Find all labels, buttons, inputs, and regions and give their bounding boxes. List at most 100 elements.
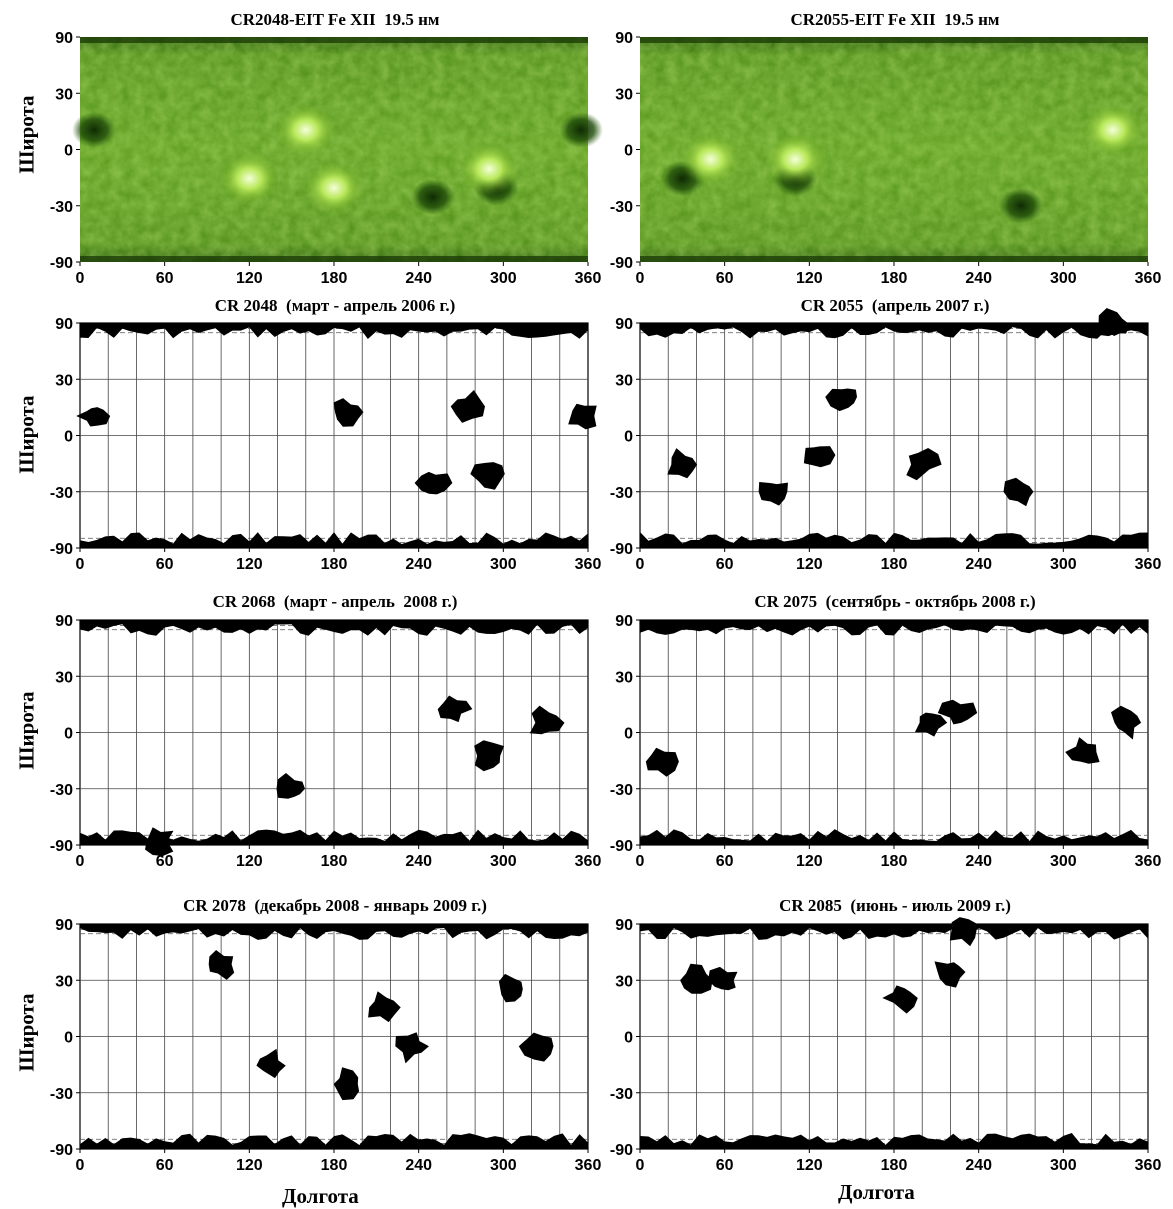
coronal-hole bbox=[208, 950, 235, 980]
y-tick-label: 90 bbox=[615, 30, 633, 47]
north-polar-hole bbox=[640, 323, 1148, 339]
x-tick-label: 240 bbox=[405, 1157, 432, 1174]
x-tick-label: 0 bbox=[76, 270, 85, 287]
bright-region bbox=[680, 133, 741, 186]
x-tick-label: 240 bbox=[965, 853, 992, 870]
y-tick-label: -30 bbox=[610, 199, 633, 216]
y-tick-label: -90 bbox=[50, 541, 73, 558]
coronal-hole bbox=[758, 482, 788, 506]
y-tick-label: 90 bbox=[615, 613, 633, 630]
x-tick-label: 180 bbox=[321, 270, 348, 287]
coronal-hole bbox=[470, 462, 505, 490]
coronal-hole bbox=[680, 963, 713, 994]
y-tick-label: -30 bbox=[50, 1086, 73, 1103]
coronal-hole bbox=[437, 695, 473, 723]
dark-region bbox=[999, 187, 1043, 224]
coronal-hole bbox=[667, 448, 698, 479]
x-tick-label: 0 bbox=[636, 556, 645, 573]
y-tick-label: 30 bbox=[615, 973, 633, 990]
y-tick-label: -30 bbox=[50, 782, 73, 799]
x-tick-label: 240 bbox=[405, 270, 432, 287]
bright-region bbox=[1082, 103, 1143, 156]
south-polar-hole bbox=[80, 829, 588, 845]
y-tick-label: 30 bbox=[615, 86, 633, 103]
y-tick-label: 0 bbox=[64, 429, 73, 446]
x-tick-label: 60 bbox=[716, 556, 734, 573]
panel-title: CR 2078 (декабрь 2008 - январь 2009 г.) bbox=[183, 896, 487, 915]
dark-region bbox=[72, 111, 117, 148]
coronal-hole bbox=[825, 388, 857, 412]
x-tick-label: 120 bbox=[236, 270, 263, 287]
x-tick-label: 360 bbox=[575, 1157, 602, 1174]
y-tick-label: 30 bbox=[55, 973, 73, 990]
dark-region bbox=[410, 179, 455, 216]
south-polar-hole bbox=[80, 1133, 588, 1149]
x-tick-label: 180 bbox=[881, 270, 908, 287]
panel-title: CR 2048 (март - апрель 2006 г.) bbox=[214, 296, 456, 315]
coronal-hole bbox=[708, 966, 738, 991]
x-tick-label: 180 bbox=[881, 556, 908, 573]
y-tick-label: 90 bbox=[615, 316, 633, 333]
coronal-hole bbox=[368, 991, 401, 1023]
x-axis-label: Долгота bbox=[838, 1180, 915, 1204]
coronal-hole bbox=[145, 827, 174, 856]
coronal-hole bbox=[1065, 737, 1100, 764]
x-tick-label: 300 bbox=[490, 556, 517, 573]
y-tick-label: 30 bbox=[615, 669, 633, 686]
x-tick-label: 300 bbox=[490, 853, 517, 870]
x-tick-label: 300 bbox=[1050, 270, 1077, 287]
y-tick-label: 0 bbox=[624, 429, 633, 446]
north-polar-hole bbox=[80, 924, 588, 940]
coronal-hole bbox=[529, 705, 565, 735]
y-tick-label: 0 bbox=[64, 143, 73, 160]
bright-region bbox=[275, 103, 336, 156]
y-tick-label: 0 bbox=[64, 1030, 73, 1047]
north-polar-band bbox=[80, 37, 588, 43]
coronal-hole bbox=[276, 773, 305, 799]
x-tick-label: 120 bbox=[236, 853, 263, 870]
x-tick-label: 240 bbox=[405, 853, 432, 870]
x-tick-label: 60 bbox=[156, 853, 174, 870]
coronal-hole bbox=[333, 398, 364, 427]
x-tick-label: 120 bbox=[796, 556, 823, 573]
north-polar-hole bbox=[80, 620, 588, 636]
south-polar-band bbox=[640, 256, 1148, 262]
y-tick-label: -30 bbox=[610, 485, 633, 502]
x-tick-label: 300 bbox=[1050, 556, 1077, 573]
y-tick-label: 0 bbox=[64, 726, 73, 743]
coronal-hole bbox=[568, 403, 597, 430]
y-tick-label: 90 bbox=[55, 613, 73, 630]
y-tick-label: 90 bbox=[55, 917, 73, 934]
euv-map-texture bbox=[80, 37, 588, 262]
x-tick-label: 120 bbox=[796, 270, 823, 287]
coronal-hole bbox=[450, 390, 485, 423]
x-tick-label: 300 bbox=[490, 270, 517, 287]
coronal-hole bbox=[395, 1032, 429, 1064]
south-polar-hole bbox=[640, 532, 1148, 548]
x-tick-label: 120 bbox=[796, 1157, 823, 1174]
coronal-hole bbox=[414, 471, 453, 495]
y-tick-label: 0 bbox=[624, 726, 633, 743]
x-tick-label: 360 bbox=[1135, 1157, 1162, 1174]
bright-region bbox=[765, 133, 826, 186]
x-tick-label: 60 bbox=[716, 1157, 734, 1174]
y-tick-label: -30 bbox=[50, 485, 73, 502]
x-tick-label: 240 bbox=[965, 1157, 992, 1174]
x-tick-label: 180 bbox=[881, 853, 908, 870]
y-tick-label: -90 bbox=[610, 838, 633, 855]
x-tick-label: 300 bbox=[1050, 853, 1077, 870]
y-tick-label: -90 bbox=[50, 1142, 73, 1159]
panel-title: CR 2085 (июнь - июль 2009 г.) bbox=[779, 896, 1011, 915]
coronal-hole bbox=[803, 446, 836, 468]
coronal-hole bbox=[1003, 477, 1034, 507]
x-tick-label: 180 bbox=[321, 556, 348, 573]
x-tick-label: 180 bbox=[321, 853, 348, 870]
x-tick-label: 0 bbox=[76, 853, 85, 870]
x-axis-label: Долгота bbox=[282, 1184, 359, 1208]
x-tick-label: 0 bbox=[636, 853, 645, 870]
